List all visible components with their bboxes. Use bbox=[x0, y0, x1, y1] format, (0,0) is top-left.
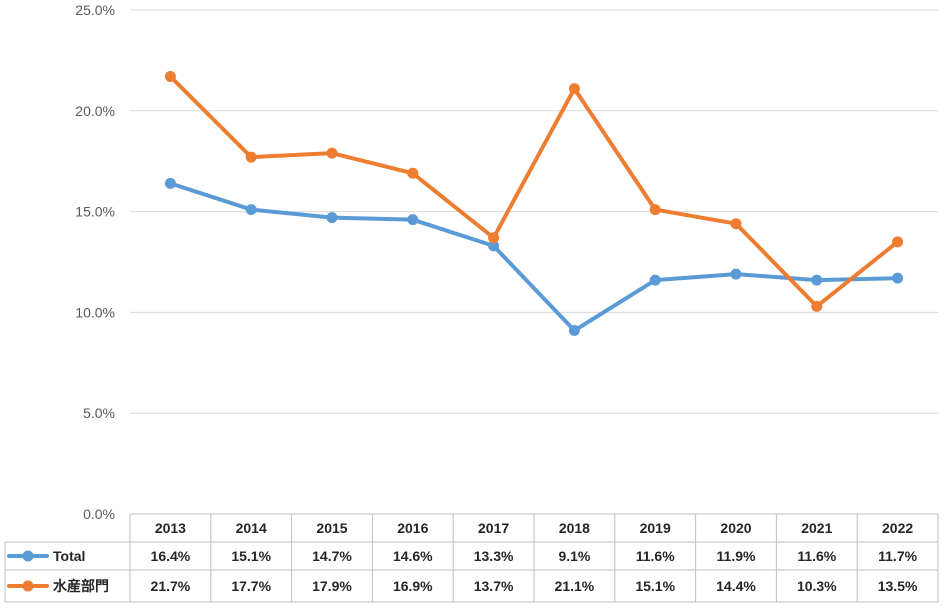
legend-series-name: 水産部門 bbox=[53, 578, 109, 594]
data-point bbox=[649, 274, 661, 286]
series-lines bbox=[164, 71, 904, 337]
legend-series-name: Total bbox=[53, 548, 85, 564]
data-point bbox=[730, 218, 742, 230]
data-point bbox=[164, 177, 176, 189]
table-cell-value: 13.7% bbox=[474, 578, 514, 594]
table-cell-value: 11.9% bbox=[717, 548, 756, 564]
y-tick-label: 5.0% bbox=[83, 405, 115, 421]
table-cell-value: 11.6% bbox=[636, 548, 675, 564]
table-cell-value: 13.5% bbox=[878, 578, 918, 594]
data-point bbox=[568, 325, 580, 337]
x-category-label: 2021 bbox=[801, 520, 832, 536]
legend-key-marker bbox=[22, 580, 34, 592]
table-cell-value: 21.1% bbox=[555, 578, 595, 594]
y-tick-label: 15.0% bbox=[75, 204, 115, 220]
table-cell-value: 15.1% bbox=[231, 548, 271, 564]
table-cell-value: 13.3% bbox=[474, 548, 514, 564]
table-cell-value: 14.7% bbox=[312, 548, 352, 564]
x-category-label: 2014 bbox=[236, 520, 267, 536]
data-point bbox=[326, 212, 338, 224]
table-cell-value: 17.9% bbox=[312, 578, 352, 594]
table-cell-value: 14.6% bbox=[393, 548, 433, 564]
table-cell-value: 16.9% bbox=[393, 578, 433, 594]
table-cell-value: 16.4% bbox=[151, 548, 191, 564]
table-cell-value: 21.7% bbox=[151, 578, 191, 594]
data-point bbox=[649, 204, 661, 216]
table-cell-value: 9.1% bbox=[558, 548, 590, 564]
table-cell-value: 17.7% bbox=[231, 578, 271, 594]
x-category-label: 2020 bbox=[720, 520, 751, 536]
data-point bbox=[730, 268, 742, 280]
x-category-label: 2019 bbox=[640, 520, 671, 536]
data-point bbox=[488, 240, 500, 252]
y-tick-label: 25.0% bbox=[75, 2, 115, 18]
x-category-label: 2017 bbox=[478, 520, 509, 536]
data-point bbox=[407, 167, 419, 179]
data-point bbox=[245, 151, 257, 163]
data-point bbox=[245, 204, 257, 216]
x-category-label: 2016 bbox=[397, 520, 428, 536]
series-line bbox=[168, 181, 900, 333]
data-point bbox=[568, 83, 580, 95]
table-cell-value: 10.3% bbox=[797, 578, 837, 594]
data-point bbox=[407, 214, 419, 226]
data-point bbox=[811, 274, 823, 286]
data-point bbox=[326, 147, 338, 159]
data-point bbox=[892, 272, 904, 284]
y-tick-label: 10.0% bbox=[75, 304, 115, 320]
data-point bbox=[892, 236, 904, 248]
table-cell-value: 11.6% bbox=[797, 548, 836, 564]
data-point bbox=[488, 232, 500, 244]
data-table: 2013 2014 2015 2016 2017 2018 2019 2020 2021 2022… bbox=[4, 513, 939, 603]
series-line bbox=[168, 74, 900, 309]
legend-key-marker bbox=[22, 550, 34, 562]
data-point bbox=[811, 300, 823, 312]
table-cell-value: 15.1% bbox=[635, 578, 675, 594]
x-category-label: 2018 bbox=[559, 520, 590, 536]
x-category-label: 2022 bbox=[882, 520, 913, 536]
x-category-label: 2015 bbox=[316, 520, 347, 536]
y-tick-label: 0.0% bbox=[83, 506, 115, 522]
y-tick-label: 20.0% bbox=[75, 103, 115, 119]
y-axis-ticks: 0.0% 5.0% 10.0% 15.0% 20.0% 25.0% bbox=[75, 2, 115, 522]
table-cell-value: 11.7% bbox=[878, 548, 917, 564]
table-cell-value: 14.4% bbox=[716, 578, 756, 594]
data-point bbox=[164, 71, 176, 83]
x-category-label: 2013 bbox=[155, 520, 186, 536]
